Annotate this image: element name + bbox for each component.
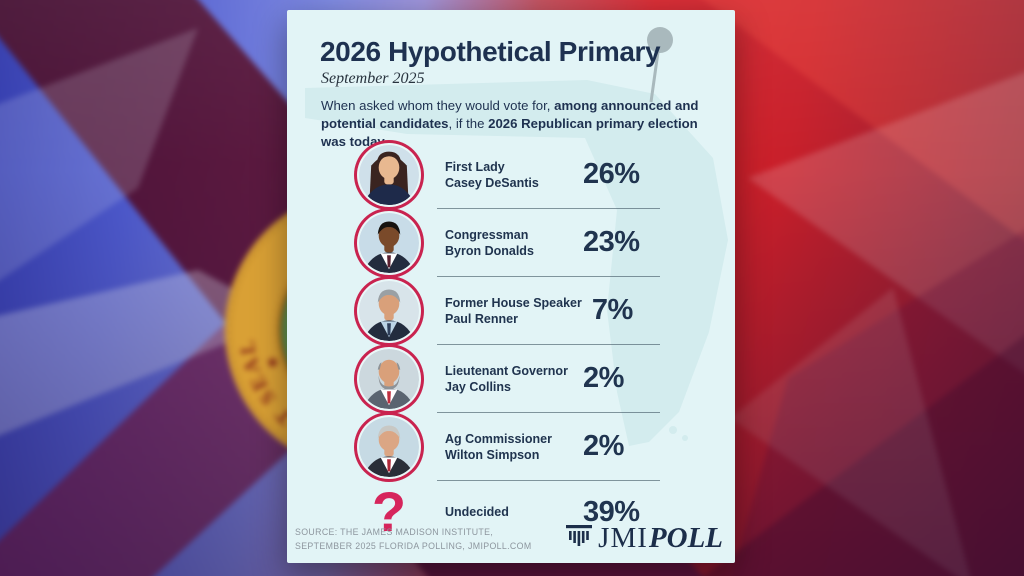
percentage-value: 7% bbox=[591, 294, 633, 326]
percentage-value: 26% bbox=[583, 158, 640, 190]
question-mark-icon: ? bbox=[371, 480, 407, 543]
percentage-value: 2% bbox=[583, 362, 624, 394]
poll-row-jay-collins: Lieutenant Governor Jay Collins 2% bbox=[287, 345, 735, 412]
percentage-value: 2% bbox=[583, 430, 624, 462]
row-divider bbox=[437, 208, 660, 209]
source-note: SOURCE: THE JAMES MADISON INSTITUTE, SEP… bbox=[295, 525, 532, 553]
logo-text-jmi: JMI bbox=[598, 522, 648, 554]
candidate-photo bbox=[359, 416, 419, 477]
row-divider bbox=[437, 276, 660, 277]
candidate-name: Wilton Simpson bbox=[445, 447, 540, 462]
candidate-photo bbox=[359, 144, 419, 205]
candidate-label: Former House Speaker Paul Renner bbox=[445, 295, 582, 327]
percentage-value: 23% bbox=[583, 226, 640, 258]
candidate-label: Ag Commissioner Wilton Simpson bbox=[445, 431, 573, 463]
source-line1: SOURCE: THE JAMES MADISON INSTITUTE, bbox=[295, 526, 494, 537]
subtitle-date: September 2025 bbox=[321, 70, 425, 88]
florida-map bbox=[305, 27, 728, 446]
candidate-role: Congressman bbox=[445, 227, 529, 242]
results-list: First Lady Casey DeSantis 26% Congressman B… bbox=[287, 141, 735, 543]
row-divider bbox=[437, 480, 660, 481]
candidate-photo bbox=[359, 212, 419, 273]
poll-row-byron-donalds: Congressman Byron Donalds 23% bbox=[287, 209, 735, 276]
candidate-label: First Lady Casey DeSantis bbox=[445, 159, 573, 191]
poll-row-undecided: ? Undecided 39% bbox=[287, 481, 735, 543]
candidate-photo bbox=[359, 280, 419, 341]
candidate-role: Former House Speaker bbox=[445, 295, 582, 310]
candidate-role: First Lady bbox=[445, 159, 505, 174]
map-pin-icon bbox=[647, 27, 673, 103]
row-divider bbox=[437, 412, 660, 413]
candidate-name: Jay Collins bbox=[445, 379, 511, 394]
page-title: 2026 Hypothetical Primary bbox=[320, 36, 661, 67]
percentage-value: 39% bbox=[583, 495, 640, 528]
candidate-role: Undecided bbox=[445, 505, 509, 519]
intro-text: When asked whom they would vote for, amo… bbox=[321, 98, 699, 149]
candidate-name: Casey DeSantis bbox=[445, 175, 539, 190]
jmi-poll-logo: JMI POLL bbox=[564, 520, 723, 555]
source-line2: SEPTEMBER 2025 FLORIDA POLLING, JMIPOLL.… bbox=[295, 540, 532, 551]
candidate-name: Paul Renner bbox=[445, 311, 518, 326]
candidate-label: Congressman Byron Donalds bbox=[445, 227, 573, 259]
poll-row-casey-desantis: First Lady Casey DeSantis 26% bbox=[287, 141, 735, 208]
candidate-name: Byron Donalds bbox=[445, 243, 534, 258]
candidate-label: Undecided bbox=[445, 504, 573, 520]
logo-text-poll: POLL bbox=[648, 522, 723, 554]
poll-row-paul-renner: Former House Speaker Paul Renner 7% bbox=[287, 277, 735, 344]
seal-star-icon: ★ bbox=[265, 353, 280, 372]
candidate-role: Ag Commissioner bbox=[445, 431, 552, 446]
candidate-photo bbox=[359, 348, 419, 409]
candidate-role: Lieutenant Governor bbox=[445, 363, 568, 378]
row-divider bbox=[437, 344, 660, 345]
column-icon bbox=[566, 525, 593, 546]
candidate-label: Lieutenant Governor Jay Collins bbox=[445, 363, 573, 395]
poll-card: 2026 Hypothetical Primary September 2025… bbox=[287, 10, 735, 563]
poll-row-wilton-simpson: Ag Commissioner Wilton Simpson 2% bbox=[287, 413, 735, 480]
